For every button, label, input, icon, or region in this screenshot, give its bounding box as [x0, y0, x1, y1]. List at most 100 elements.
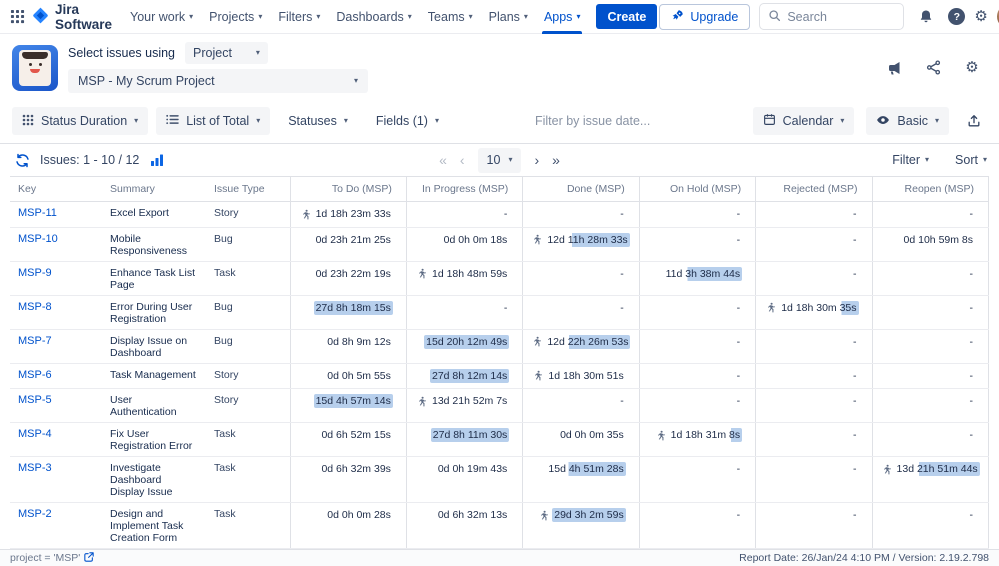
issue-row: MSP-3 Investigate Dashboard Display Issue… [10, 456, 990, 503]
jira-brand[interactable]: Jira Software [27, 2, 120, 32]
duration-value: 0d 6h 32m 39s [321, 463, 391, 475]
issue-source-mode-select[interactable]: Project ▾ [185, 42, 268, 64]
runner-icon [541, 510, 549, 520]
issue-key-cell: MSP-8 [10, 295, 102, 330]
view-mode-select[interactable]: Basic ▾ [866, 107, 949, 135]
filter-menu[interactable]: Filter ▾ [892, 153, 930, 167]
list-mode-select[interactable]: List of Total ▾ [156, 107, 271, 135]
app-logo [12, 44, 58, 91]
statuses-select[interactable]: Statuses ▾ [288, 114, 348, 128]
duration-value: - [969, 369, 974, 382]
page-next-button[interactable]: › [534, 152, 540, 168]
share-icon[interactable] [922, 57, 944, 79]
nav-teams[interactable]: Teams ▾ [427, 9, 473, 24]
duration-cell: 0d 8h 9m 12s [289, 329, 407, 364]
issue-key-cell: MSP-3 [10, 456, 102, 503]
issue-date-filter[interactable]: Filter by issue date... [534, 114, 651, 128]
page-first-button[interactable]: « [439, 152, 447, 168]
duration-value: - [620, 267, 624, 280]
create-button[interactable]: Create [596, 4, 658, 29]
duration-cell: - [638, 227, 756, 262]
duration-cell: - [871, 502, 990, 549]
duration-value: 1d 18h 30m 51s [532, 369, 625, 383]
grid-icon [22, 114, 34, 129]
issue-key-link[interactable]: MSP-5 [18, 394, 52, 406]
issue-key-link[interactable]: MSP-7 [18, 334, 52, 347]
eye-icon [876, 113, 890, 130]
upgrade-button[interactable]: Upgrade [659, 3, 751, 30]
issue-key-link[interactable]: MSP-2 [18, 508, 52, 520]
duration-value: 0d 6h 52m 15s [321, 429, 391, 441]
nav-apps[interactable]: Apps ▾ [536, 0, 589, 34]
issue-key-link[interactable]: MSP-3 [18, 462, 52, 474]
report-settings-gear-icon[interactable]: ⚙ [961, 57, 983, 79]
duration-cell: 15d 20h 12m 49s [405, 329, 523, 364]
runner-icon [534, 234, 542, 245]
nav-dashboards[interactable]: Dashboards ▾ [336, 9, 412, 24]
notifications-bell-icon[interactable] [913, 4, 939, 30]
duration-value: 0d 0h 0m 18s [443, 233, 508, 246]
duration-cell: 0d 0h 0m 18s [405, 227, 523, 262]
fields-select[interactable]: Fields (1) ▾ [375, 114, 439, 128]
duration-value: - [736, 301, 741, 314]
calendar-icon [763, 113, 776, 129]
duration-cell: 12d 22h 26m 53s [522, 329, 640, 364]
duration-value: - [853, 335, 857, 348]
table-controls: Issues: 1 - 10 / 12 « ‹ 10 ▾ › » Filter … [0, 144, 999, 176]
runner-icon [419, 268, 426, 279]
duration-cell: - [871, 295, 990, 330]
issue-summary-cell: Fix User Registration Error [102, 422, 206, 457]
issue-summary-cell: Mobile Responsiveness [102, 227, 206, 262]
page-size-select[interactable]: 10 ▾ [477, 147, 522, 173]
duration-cell: 0d 0h 0m 28s [289, 502, 407, 549]
duration-cell: 1d 18h 23m 33s [289, 201, 407, 228]
issue-key-link[interactable]: MSP-6 [18, 368, 52, 381]
issue-key-link[interactable]: MSP-9 [18, 266, 52, 279]
bar-chart-icon[interactable] [147, 150, 167, 170]
issue-key-link[interactable]: MSP-4 [18, 428, 52, 440]
chevron-down-icon: ▾ [258, 11, 263, 21]
duration-value: - [853, 208, 857, 220]
refresh-icon[interactable] [12, 150, 32, 170]
issue-key-link[interactable]: MSP-8 [18, 300, 52, 313]
duration-cell: - [405, 201, 523, 228]
issue-key-cell: MSP-10 [10, 227, 102, 262]
jql-link[interactable]: project = 'MSP' [10, 551, 94, 565]
export-icon[interactable] [961, 108, 987, 134]
duration-cell: - [755, 363, 873, 389]
external-link-icon [84, 551, 94, 565]
duration-value: - [736, 463, 741, 475]
page-prev-button[interactable]: ‹ [459, 152, 465, 168]
sort-menu[interactable]: Sort ▾ [955, 153, 987, 167]
feedback-megaphone-icon[interactable] [883, 57, 905, 79]
project-select[interactable]: MSP - My Scrum Project ▾ [68, 69, 368, 93]
issue-key-link[interactable]: MSP-10 [18, 232, 58, 245]
col-header-done: Done (MSP) [522, 176, 640, 202]
settings-gear-icon[interactable]: ⚙ [974, 8, 988, 25]
col-header-on-hold: On Hold (MSP) [638, 176, 756, 202]
page-last-button[interactable]: » [552, 152, 560, 168]
user-avatar[interactable] [996, 4, 999, 29]
search-input[interactable] [787, 9, 896, 24]
duration-value: 13d 21h 51m 44s [881, 462, 980, 476]
nav-filters[interactable]: Filters ▾ [278, 9, 321, 24]
duration-cell: - [871, 201, 990, 228]
col-header-rejected: Rejected (MSP) [755, 176, 873, 202]
help-icon[interactable]: ? [948, 8, 966, 25]
duration-value: 0d 0h 0m 35s [560, 429, 624, 441]
calendar-select[interactable]: Calendar ▾ [752, 107, 855, 135]
duration-cell: 0d 0h 5m 55s [289, 363, 407, 389]
col-header-reopen: Reopen (MSP) [871, 176, 990, 202]
duration-value: 15d 20h 12m 49s [424, 334, 510, 349]
top-navbar: Jira Software Your work ▾ Projects ▾ Filte… [0, 0, 999, 34]
duration-cell: - [638, 388, 756, 423]
nav-projects[interactable]: Projects ▾ [209, 9, 263, 24]
issue-row: MSP-10 Mobile Responsiveness Bug 0d 23h 21m… [10, 227, 990, 262]
report-type-select[interactable]: Status Duration ▾ [12, 107, 149, 135]
nav-plans[interactable]: Plans ▾ [488, 9, 528, 24]
issue-key-link[interactable]: MSP-11 [18, 207, 57, 219]
nav-your-work[interactable]: Your work ▾ [130, 9, 194, 24]
issues-count-label: Issues: 1 - 10 / 12 [40, 153, 140, 167]
duration-cell: 1d 18h 48m 59s [405, 261, 523, 296]
app-switcher-icon[interactable] [10, 4, 25, 30]
